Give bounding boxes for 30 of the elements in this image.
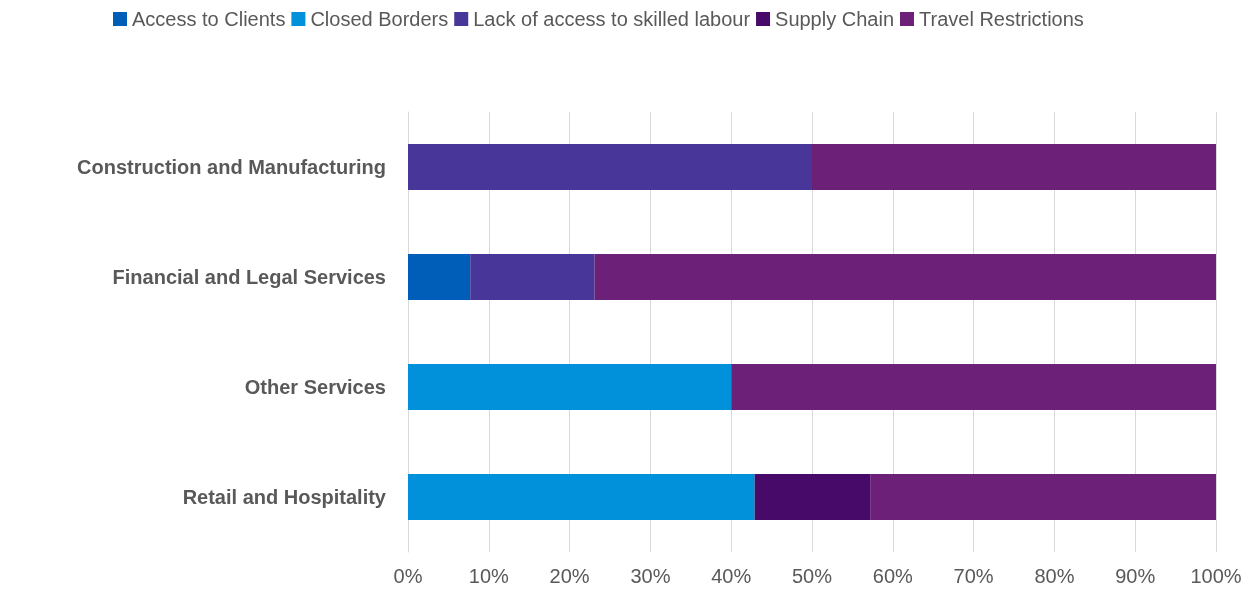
bar [408, 474, 755, 520]
x-tick-label: 100% [1190, 565, 1242, 587]
x-tick-label: 70% [953, 565, 994, 587]
bar [731, 364, 1216, 410]
bar [812, 144, 1216, 190]
bar [594, 254, 1216, 300]
x-tick-label: 40% [711, 565, 752, 587]
x-tick-label: 50% [791, 565, 833, 587]
bar [408, 364, 732, 410]
bar [754, 474, 871, 520]
legend-label: Lack of access to skilled labour [473, 8, 751, 30]
bar [408, 144, 812, 190]
y-tick-label: Financial and Legal Services [112, 266, 386, 288]
legend-label: Travel Restrictions [919, 8, 1084, 30]
bar [470, 254, 595, 300]
bar [870, 474, 1216, 520]
y-tick-label: Retail and Hospitality [182, 486, 387, 508]
x-tick-label: 80% [1034, 565, 1075, 587]
legend-label: Closed Borders [310, 8, 449, 30]
y-tick-label: Other Services [244, 376, 386, 398]
legend-label: Supply Chain [775, 8, 895, 30]
x-tick-label: 30% [630, 565, 671, 587]
x-tick-label: 10% [468, 565, 510, 587]
x-tick-label: 20% [549, 565, 590, 587]
legend-label: Access to Clients [132, 8, 286, 30]
y-tick-label: Construction and Manufacturing [77, 156, 386, 178]
x-tick-label: 90% [1115, 565, 1156, 587]
bar [408, 254, 471, 300]
x-tick-label: 0% [393, 565, 423, 587]
x-tick-label: 60% [872, 565, 914, 587]
